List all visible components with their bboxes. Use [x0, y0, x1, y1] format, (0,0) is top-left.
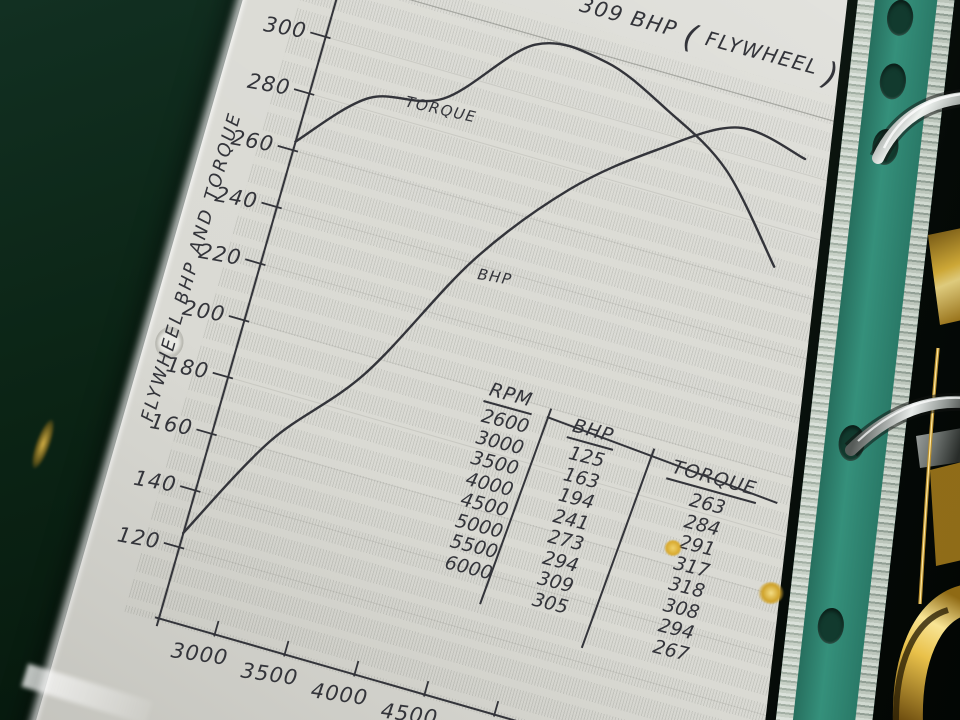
gridline-h — [195, 490, 835, 675]
strip-hole — [815, 606, 846, 646]
gold-sparkle-on-paper — [758, 582, 784, 604]
y-tick-label-140: 140 — [132, 466, 179, 497]
strip-hole — [885, 0, 916, 38]
y-tick-140 — [179, 485, 201, 493]
y-tick-120 — [163, 542, 185, 550]
x-tick-4500 — [423, 680, 430, 697]
strip-hole — [870, 127, 901, 167]
x-tick-3500 — [283, 640, 290, 657]
annotation-peak-power: 309 BHP ( FLYWHEEL ) — [575, 0, 844, 95]
x-tick-4000 — [353, 660, 360, 677]
strip-hole — [877, 62, 908, 101]
x-tick-3000 — [213, 620, 220, 637]
curve-bhp — [181, 126, 807, 535]
y-tick-160 — [196, 428, 217, 437]
x-tick-label-4500: 4500 — [379, 698, 439, 720]
x-tick-5000 — [492, 700, 500, 717]
x-tick-label-3000: 3000 — [170, 638, 230, 670]
y-tick-240 — [261, 201, 282, 210]
y-tick-220 — [244, 258, 266, 266]
strip-hole — [836, 423, 867, 463]
gridline-h — [260, 263, 901, 448]
x-tick-label-4000: 4000 — [309, 678, 369, 710]
curve-label-torque: TORQUE — [404, 93, 479, 127]
gridline-h — [211, 433, 852, 618]
gridline-h — [179, 546, 819, 720]
y-tick-280 — [293, 88, 315, 96]
y-tick-label-120: 120 — [116, 522, 163, 553]
y-axis — [155, 0, 339, 627]
gridline-h — [227, 376, 868, 561]
x-axis — [154, 616, 559, 720]
y-tick-300 — [310, 31, 331, 40]
y-tick-180 — [212, 371, 234, 380]
curve-torque — [294, 41, 776, 268]
y-tick-260 — [277, 145, 299, 153]
gridline-h — [244, 319, 884, 505]
y-tick-label-280: 280 — [246, 69, 293, 100]
gold-sparkle-on-paper — [664, 540, 682, 556]
curve-label-bhp: BHP — [476, 265, 514, 289]
y-tick-200 — [228, 315, 250, 323]
x-tick-label-3500: 3500 — [239, 658, 299, 690]
y-tick-label-300: 300 — [262, 12, 309, 43]
